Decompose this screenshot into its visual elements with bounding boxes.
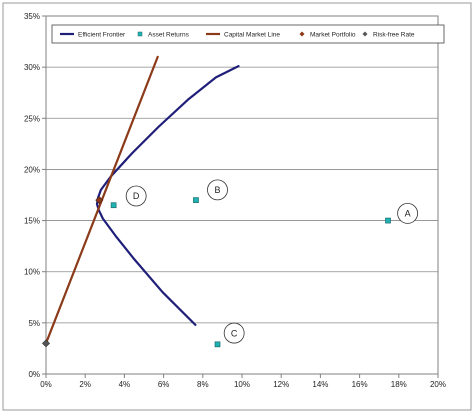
x-tick-label: 8% [197,380,209,389]
y-tick-label: 30% [24,63,40,72]
legend-square-swatch [137,31,143,37]
x-tick-label: 0% [40,380,52,389]
legend-box [51,24,445,44]
annotation-circle [207,179,228,201]
annotation-label: C [231,328,238,338]
asset-return-point [110,202,117,209]
y-tick-label: 10% [24,268,40,277]
market-portfolio-point [95,196,104,205]
x-tick-label: 20% [430,380,446,389]
x-tick-label: 10% [234,380,250,389]
y-tick-label: 15% [24,217,40,226]
annotation-label: A [405,209,411,219]
axes-layer: 0% 5% 10% 15% 20% 25% 30% 35% 0% 2% 4% 6% 8% 10% 12% 14… [24,12,446,389]
risk-free-rate-point [42,339,50,348]
legend-diamond-swatch [299,31,305,37]
legend-diamond-swatch [362,31,368,37]
legend: Efficient Frontier Asset Returns Capital M… [51,24,445,44]
x-tick-label: 16% [352,380,368,389]
asset-return-point [193,197,199,203]
annotation-label: D [133,191,140,201]
legend-label: Risk-free Rate [373,31,415,38]
legend-label: Asset Returns [148,31,190,38]
annotation-layer: A B C D [125,179,419,344]
x-tick-label: 2% [79,380,91,389]
annotation-label: B [214,185,220,195]
series-layer [42,55,391,348]
x-tick-label: 12% [273,380,289,389]
y-tick-label: 0% [28,370,40,379]
legend-label: Efficient Frontier [78,31,126,38]
legend-label: Market Portfolio [310,31,356,38]
asset-return-point [385,217,391,224]
annotation-circle [223,322,245,344]
annotation-circle [125,185,147,207]
y-tick-label: 5% [28,319,40,328]
y-tick-label: 20% [24,165,40,174]
y-tick-label: 35% [24,12,40,21]
x-tick-label: 14% [312,380,328,389]
legend-label: Capital Market Line [224,31,280,38]
y-tick-label: 25% [24,114,40,123]
asset-return-point [214,341,221,348]
x-tick-label: 4% [119,380,131,389]
x-tick-label: 6% [158,380,170,389]
x-tick-label: 18% [391,380,407,389]
annotation-circle [397,203,419,224]
